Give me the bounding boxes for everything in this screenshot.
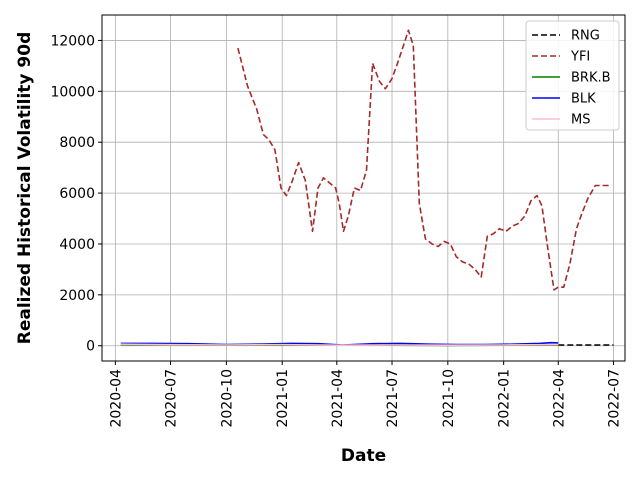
x-tick-label: 2021-10 (441, 369, 457, 428)
legend-frame (525, 20, 620, 131)
x-tick-label: 2020-10 (219, 369, 235, 428)
legend-label: BRK.B (571, 71, 611, 86)
x-tick-label: 2020-04 (108, 369, 124, 428)
legend-label: MS (571, 113, 590, 128)
series-line-ms (120, 343, 559, 347)
y-tick-label: 8000 (59, 135, 95, 151)
x-tick-label: 2020-07 (164, 369, 180, 428)
x-tick-label: 2022-07 (606, 369, 622, 428)
y-axis-title: Realized Historical Volatility 90d (15, 32, 35, 345)
x-tick-label: 2021-04 (330, 369, 346, 428)
series-layer (120, 29, 614, 347)
x-tick-label: 2022-01 (497, 369, 513, 428)
legend: RNG YFI BRK.B BLK MS (525, 20, 620, 131)
legend-label: RNG (571, 29, 600, 44)
legend-label: BLK (571, 92, 596, 107)
x-axis-title: Date (341, 446, 386, 466)
x-tick-label: 2021-01 (275, 369, 291, 428)
plot-frame (101, 14, 626, 362)
y-tick-label: 2000 (59, 288, 95, 304)
y-tick-label: 6000 (59, 186, 95, 202)
series-line-yfi (237, 29, 612, 291)
y-tick-label: 10000 (50, 84, 95, 100)
y-tick-label: 12000 (50, 33, 95, 49)
tick-layer: 2020-04 2020-07 2020-10 2021-01 2021-04 2021-… (50, 33, 622, 427)
x-tick-label: 2021-07 (385, 369, 401, 428)
legend-label: YFI (570, 50, 590, 65)
y-tick-label: 4000 (59, 237, 95, 253)
y-tick-label: 0 (86, 339, 95, 355)
x-tick-label: 2022-04 (551, 369, 567, 428)
